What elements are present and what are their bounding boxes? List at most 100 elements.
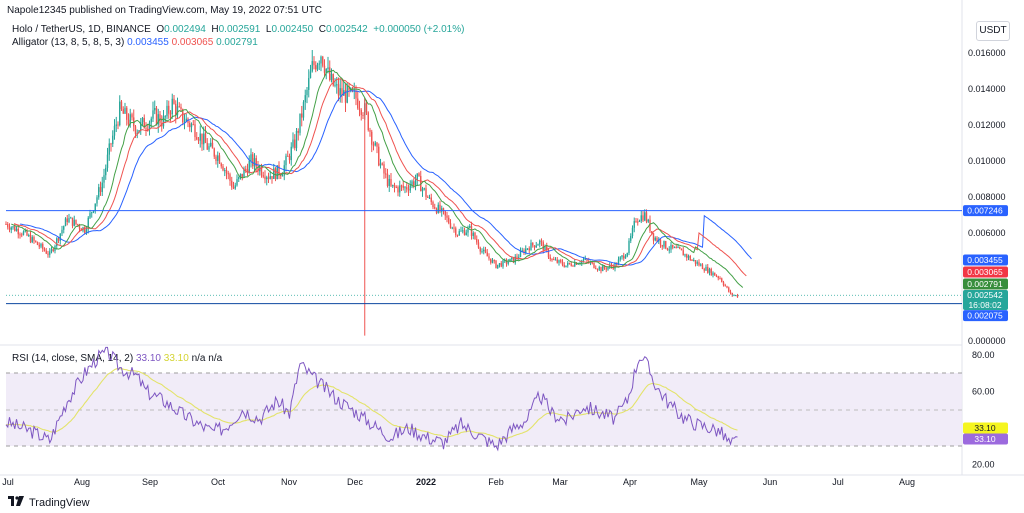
candle-body xyxy=(351,88,354,92)
candle-body xyxy=(168,105,170,114)
jaw-badge-bg xyxy=(963,254,1008,266)
candle-body xyxy=(386,173,389,186)
candle-body xyxy=(640,215,642,222)
candle-body xyxy=(418,173,420,177)
candle-body xyxy=(260,166,263,176)
candle-body xyxy=(266,177,268,180)
currency-button[interactable]: USDT xyxy=(976,21,1010,41)
candle-body xyxy=(14,226,16,231)
candle-body xyxy=(490,258,492,263)
rsi-label[interactable]: RSI (14, close, SMA, 14, 2) xyxy=(12,353,134,364)
alligator-legend: Alligator (13, 8, 5, 8, 5, 3) 0.003455 0… xyxy=(12,37,258,48)
candle-body xyxy=(733,295,735,297)
candle-body xyxy=(218,155,221,164)
candle-body xyxy=(388,179,390,186)
candle-body xyxy=(619,257,621,260)
candle-body xyxy=(290,146,292,161)
candle-body xyxy=(217,155,219,161)
candle-body xyxy=(570,263,572,266)
candle-body xyxy=(593,262,595,268)
candle-body xyxy=(719,278,721,280)
candle-body xyxy=(638,221,641,223)
price-tick-label: 0.000000 xyxy=(968,336,1006,346)
candle-body xyxy=(215,156,217,161)
candle-body xyxy=(341,88,343,96)
candle-body xyxy=(318,63,320,65)
candle-body xyxy=(707,266,709,273)
candle-body xyxy=(294,139,296,149)
candle-body xyxy=(122,109,124,114)
candle-body xyxy=(33,237,35,241)
candle-body xyxy=(308,78,310,90)
candle-body xyxy=(5,224,7,225)
candle-body xyxy=(225,170,228,174)
candle-body xyxy=(500,263,502,267)
candle-body xyxy=(190,124,193,128)
candle-body xyxy=(633,221,635,228)
candle-body xyxy=(7,224,9,228)
candle-body xyxy=(10,227,12,230)
candle-body xyxy=(544,246,546,251)
candle-body xyxy=(73,219,75,226)
candle-body xyxy=(507,262,509,264)
candle-body xyxy=(47,253,49,255)
candle-body xyxy=(726,286,728,288)
candle-body xyxy=(628,240,630,254)
candle-body xyxy=(120,101,123,110)
candle-body xyxy=(250,154,252,161)
candle-body xyxy=(64,218,67,227)
candle-body xyxy=(85,229,88,233)
time-tick-label: Oct xyxy=(211,477,226,487)
candle-body xyxy=(533,245,536,248)
time-tick-label: Dec xyxy=(347,477,364,487)
candle-body xyxy=(92,210,95,213)
candle-body xyxy=(698,262,700,266)
candle-body xyxy=(194,124,196,138)
candle-body xyxy=(631,227,634,236)
candle-body xyxy=(213,148,215,157)
candle-body xyxy=(63,226,65,230)
candle-body xyxy=(512,257,515,263)
alligator-label[interactable]: Alligator (13, 8, 5, 8, 5, 3) xyxy=(12,37,125,48)
candle-body xyxy=(656,237,658,242)
candle-body xyxy=(467,227,469,233)
symbol-name[interactable]: Holo / TetherUS, 1D, BINANCE xyxy=(12,24,151,35)
candle-body xyxy=(584,258,586,260)
candle-body xyxy=(271,176,273,179)
candle-body xyxy=(204,133,207,143)
candle-body xyxy=(449,223,452,228)
candle-body xyxy=(68,218,70,222)
candle-body xyxy=(582,259,585,261)
candle-body xyxy=(691,259,693,261)
candle-body xyxy=(127,119,130,125)
candle-body xyxy=(491,260,494,263)
rsi-axis-ticks: 80.00 60.00 20.00 xyxy=(972,350,995,470)
time-axis-ticks: Jul Aug Sep Oct Nov Dec 2022 Feb Mar Apr May Jun Jul… xyxy=(2,477,915,487)
candle-body xyxy=(211,142,214,149)
candle-body xyxy=(173,98,175,104)
candle-body xyxy=(666,248,669,251)
rsi-sma-line xyxy=(5,368,738,440)
candle-body xyxy=(607,267,609,270)
candle-body xyxy=(334,84,336,86)
candle-body xyxy=(722,282,725,286)
candle-body xyxy=(110,143,112,145)
rsi-sma-badge: 33.10 xyxy=(974,423,996,433)
candle-body xyxy=(686,254,688,258)
time-tick-label: Sep xyxy=(142,477,158,487)
candle-body xyxy=(183,121,186,123)
candle-body xyxy=(299,113,301,133)
rsi-tick-label: 60.00 xyxy=(972,386,995,396)
candle-body xyxy=(187,118,189,123)
candle-body xyxy=(511,257,513,259)
candle-body xyxy=(659,239,662,246)
candle-body xyxy=(22,231,25,235)
rsi-badge: 33.10 xyxy=(974,434,996,444)
candle-body xyxy=(427,196,429,198)
candle-body xyxy=(406,187,408,190)
candle-body xyxy=(248,160,250,174)
candle-body xyxy=(635,221,637,223)
footer-brand[interactable]: TradingView xyxy=(8,496,90,509)
candle-body xyxy=(371,131,373,145)
